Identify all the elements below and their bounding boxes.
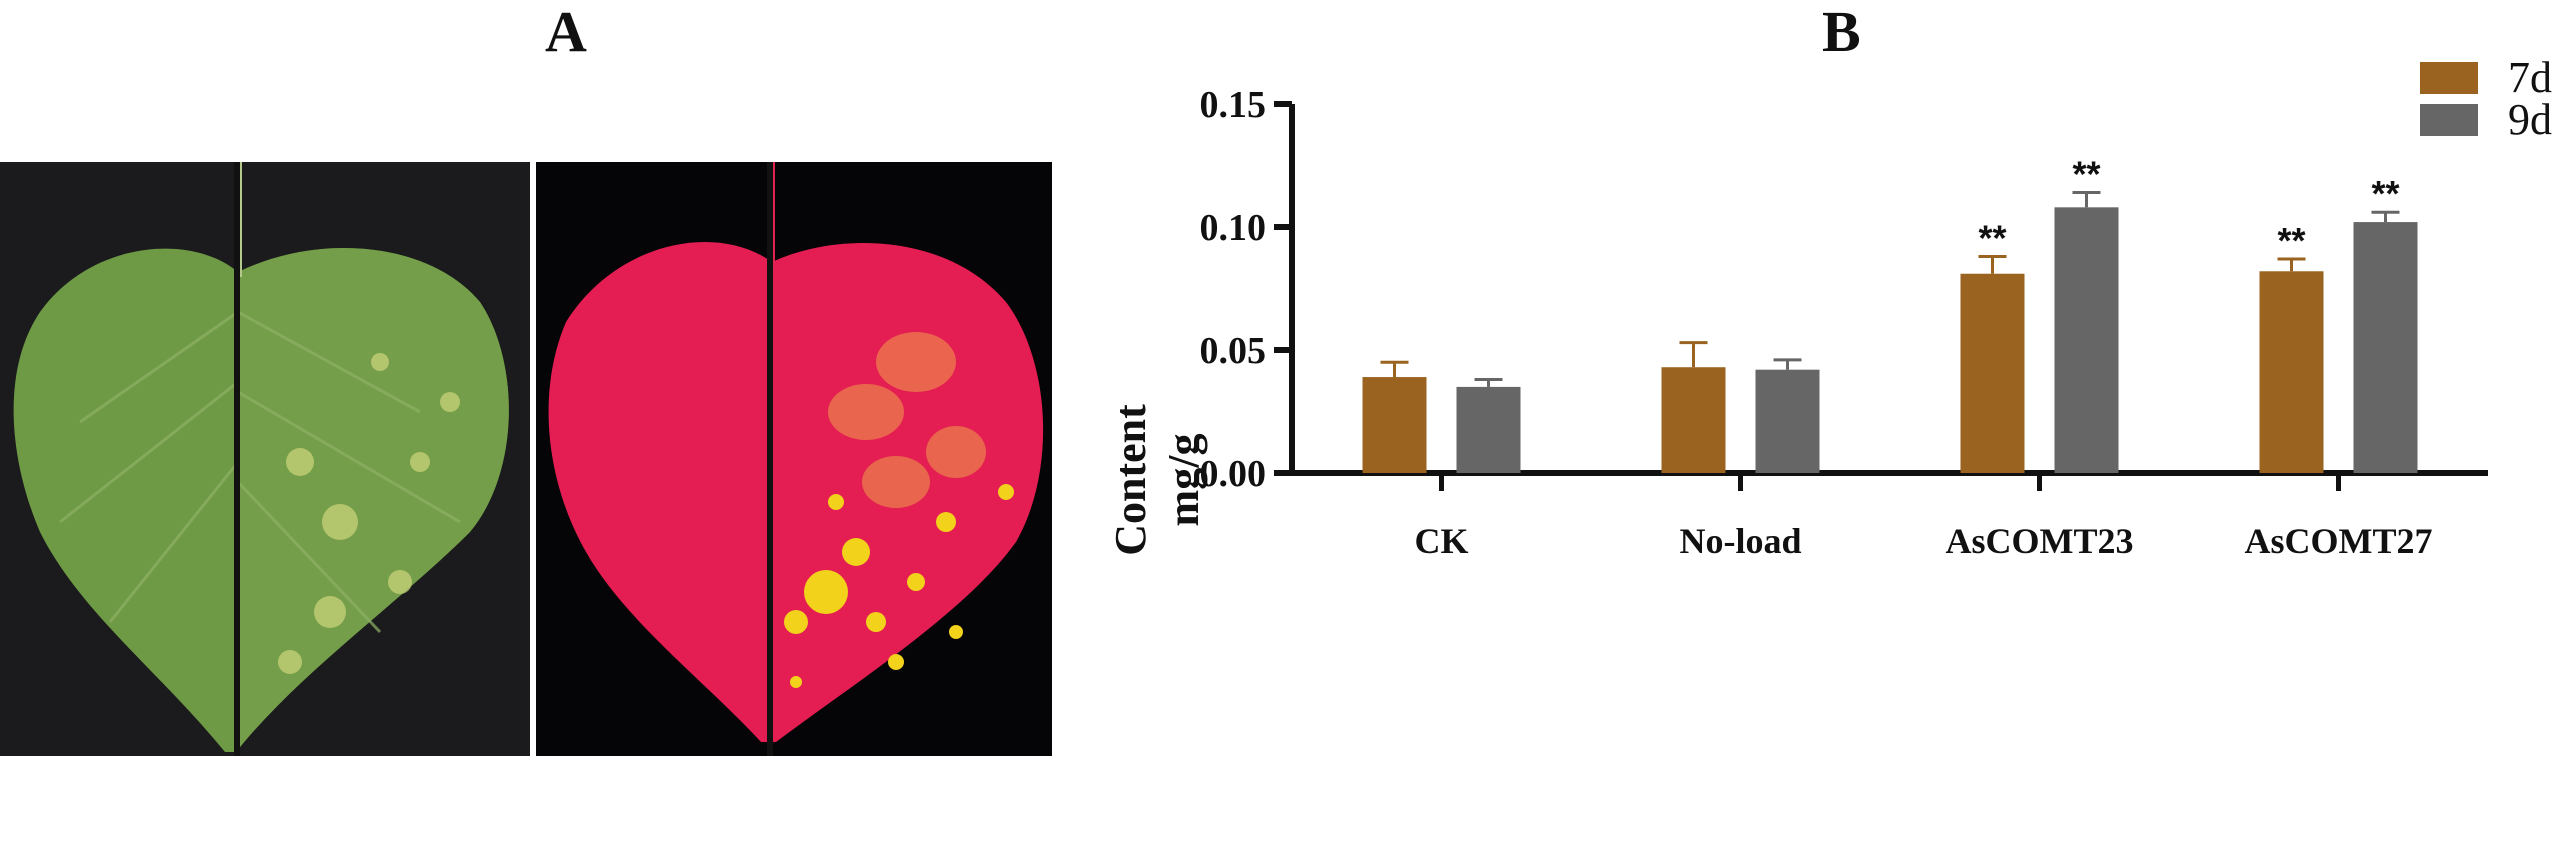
- significance-label: **: [2277, 220, 2305, 261]
- y-tick-label: 0.10: [1200, 207, 1267, 249]
- significance-label: **: [2371, 173, 2399, 214]
- green-leaf-photo: [0, 162, 530, 756]
- significance-label: **: [2072, 154, 2100, 195]
- y-axis-title: Content mg/g: [1106, 404, 1208, 556]
- bar: [1661, 367, 1726, 473]
- bar: [1362, 377, 1427, 473]
- panel-label-b: B: [1822, 0, 1861, 64]
- photo-divider-line: [234, 162, 240, 756]
- legend-label: 9d: [2508, 95, 2552, 144]
- leaf-spots: [278, 353, 460, 674]
- leaf-right-half: [236, 248, 509, 752]
- y-tick-label: 0.15: [1200, 84, 1267, 126]
- bar: [2353, 222, 2418, 473]
- bar-chart: Content mg/g 0.00 0.05 0.10 0.15 ** ** ** ** C…: [1106, 60, 2552, 561]
- x-tick-label: CK: [1415, 521, 1469, 561]
- bar: [2259, 271, 2324, 473]
- x-tick-label: AsCOMT23: [1946, 521, 2134, 561]
- y-axis-label-line1: Content: [1106, 404, 1155, 556]
- y-tick-label: 0.05: [1200, 330, 1267, 372]
- bar: [1960, 273, 2025, 473]
- photo-divider-line-2: [767, 162, 773, 756]
- fluorescent-spots: [784, 484, 1014, 688]
- x-labels: CK No-load AsCOMT23 AsCOMT27: [1415, 473, 2433, 561]
- y-ticks: 0.00 0.05 0.10 0.15: [1200, 84, 1292, 495]
- legend-label: 7d: [2508, 60, 2552, 102]
- x-tick-label: AsCOMT27: [2245, 521, 2433, 561]
- significance-label: **: [1978, 218, 2006, 259]
- legend-swatch: [2420, 62, 2478, 94]
- panel-label-a: A: [545, 0, 587, 64]
- y-tick-label: 0.00: [1200, 453, 1267, 495]
- bars: ** ** ** **: [1362, 154, 2418, 473]
- x-tick-label: No-load: [1679, 521, 1801, 561]
- red-fluorescence-leaf-photo: [536, 162, 1052, 756]
- leaf-veins: [59, 310, 461, 634]
- bar: [1755, 369, 1820, 473]
- y-axis-label-line2: mg/g: [1159, 434, 1208, 527]
- bar: [1456, 386, 1521, 473]
- bar: [2054, 207, 2119, 473]
- legend-swatch: [2420, 104, 2478, 136]
- fluorescent-patches: [828, 332, 986, 508]
